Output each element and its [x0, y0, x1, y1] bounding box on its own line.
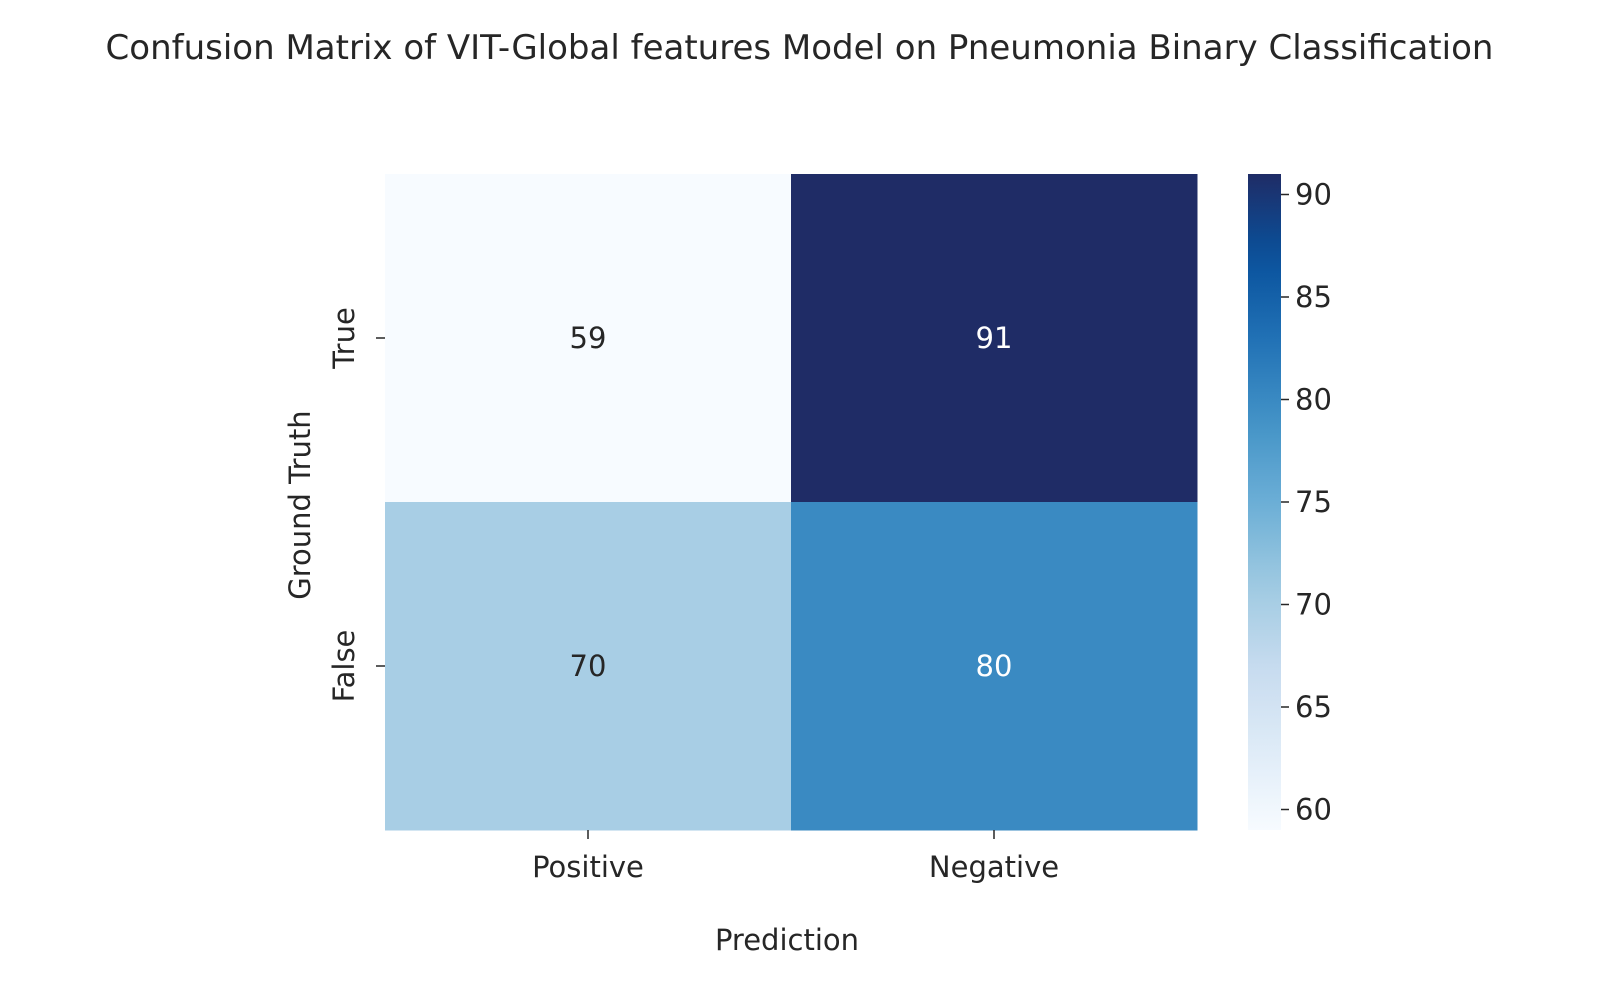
chart-title: Confusion Matrix of VIT-Global features …	[105, 28, 1494, 68]
y-tick-label: False	[327, 630, 361, 703]
cell-value-label: 70	[570, 649, 607, 683]
heatmap-cell	[791, 502, 1198, 831]
colorbar-tick-label: 80	[1295, 383, 1332, 417]
y-tick-label: True	[327, 307, 361, 370]
heatmap-cell-labels: 59 91 70 80	[570, 321, 1013, 683]
cell-value-label: 91	[976, 321, 1013, 355]
y-axis: True False	[327, 307, 385, 702]
colorbar-tick-label: 75	[1295, 485, 1332, 519]
colorbar: 60 65 70 75 80 85 90	[1248, 174, 1332, 830]
y-axis-label: Ground Truth	[283, 410, 317, 599]
x-axis: Positive Negative	[532, 830, 1059, 884]
x-tick-label: Negative	[929, 850, 1059, 884]
colorbar-tick-label: 85	[1295, 280, 1332, 314]
colorbar-tick-label: 90	[1295, 178, 1332, 212]
cell-value-label: 80	[976, 649, 1013, 683]
colorbar-gradient	[1248, 174, 1281, 830]
colorbar-tick-label: 60	[1295, 793, 1332, 827]
heatmap-cell	[385, 174, 792, 503]
x-axis-label: Prediction	[715, 923, 859, 957]
x-tick-label: Positive	[532, 850, 644, 884]
colorbar-tick-label: 65	[1295, 690, 1332, 724]
cell-value-label: 59	[570, 321, 607, 355]
heatmap-cell	[791, 174, 1198, 503]
heatmap-cells	[385, 174, 1198, 831]
heatmap-cell	[385, 502, 792, 831]
colorbar-tick-label: 70	[1295, 588, 1332, 622]
